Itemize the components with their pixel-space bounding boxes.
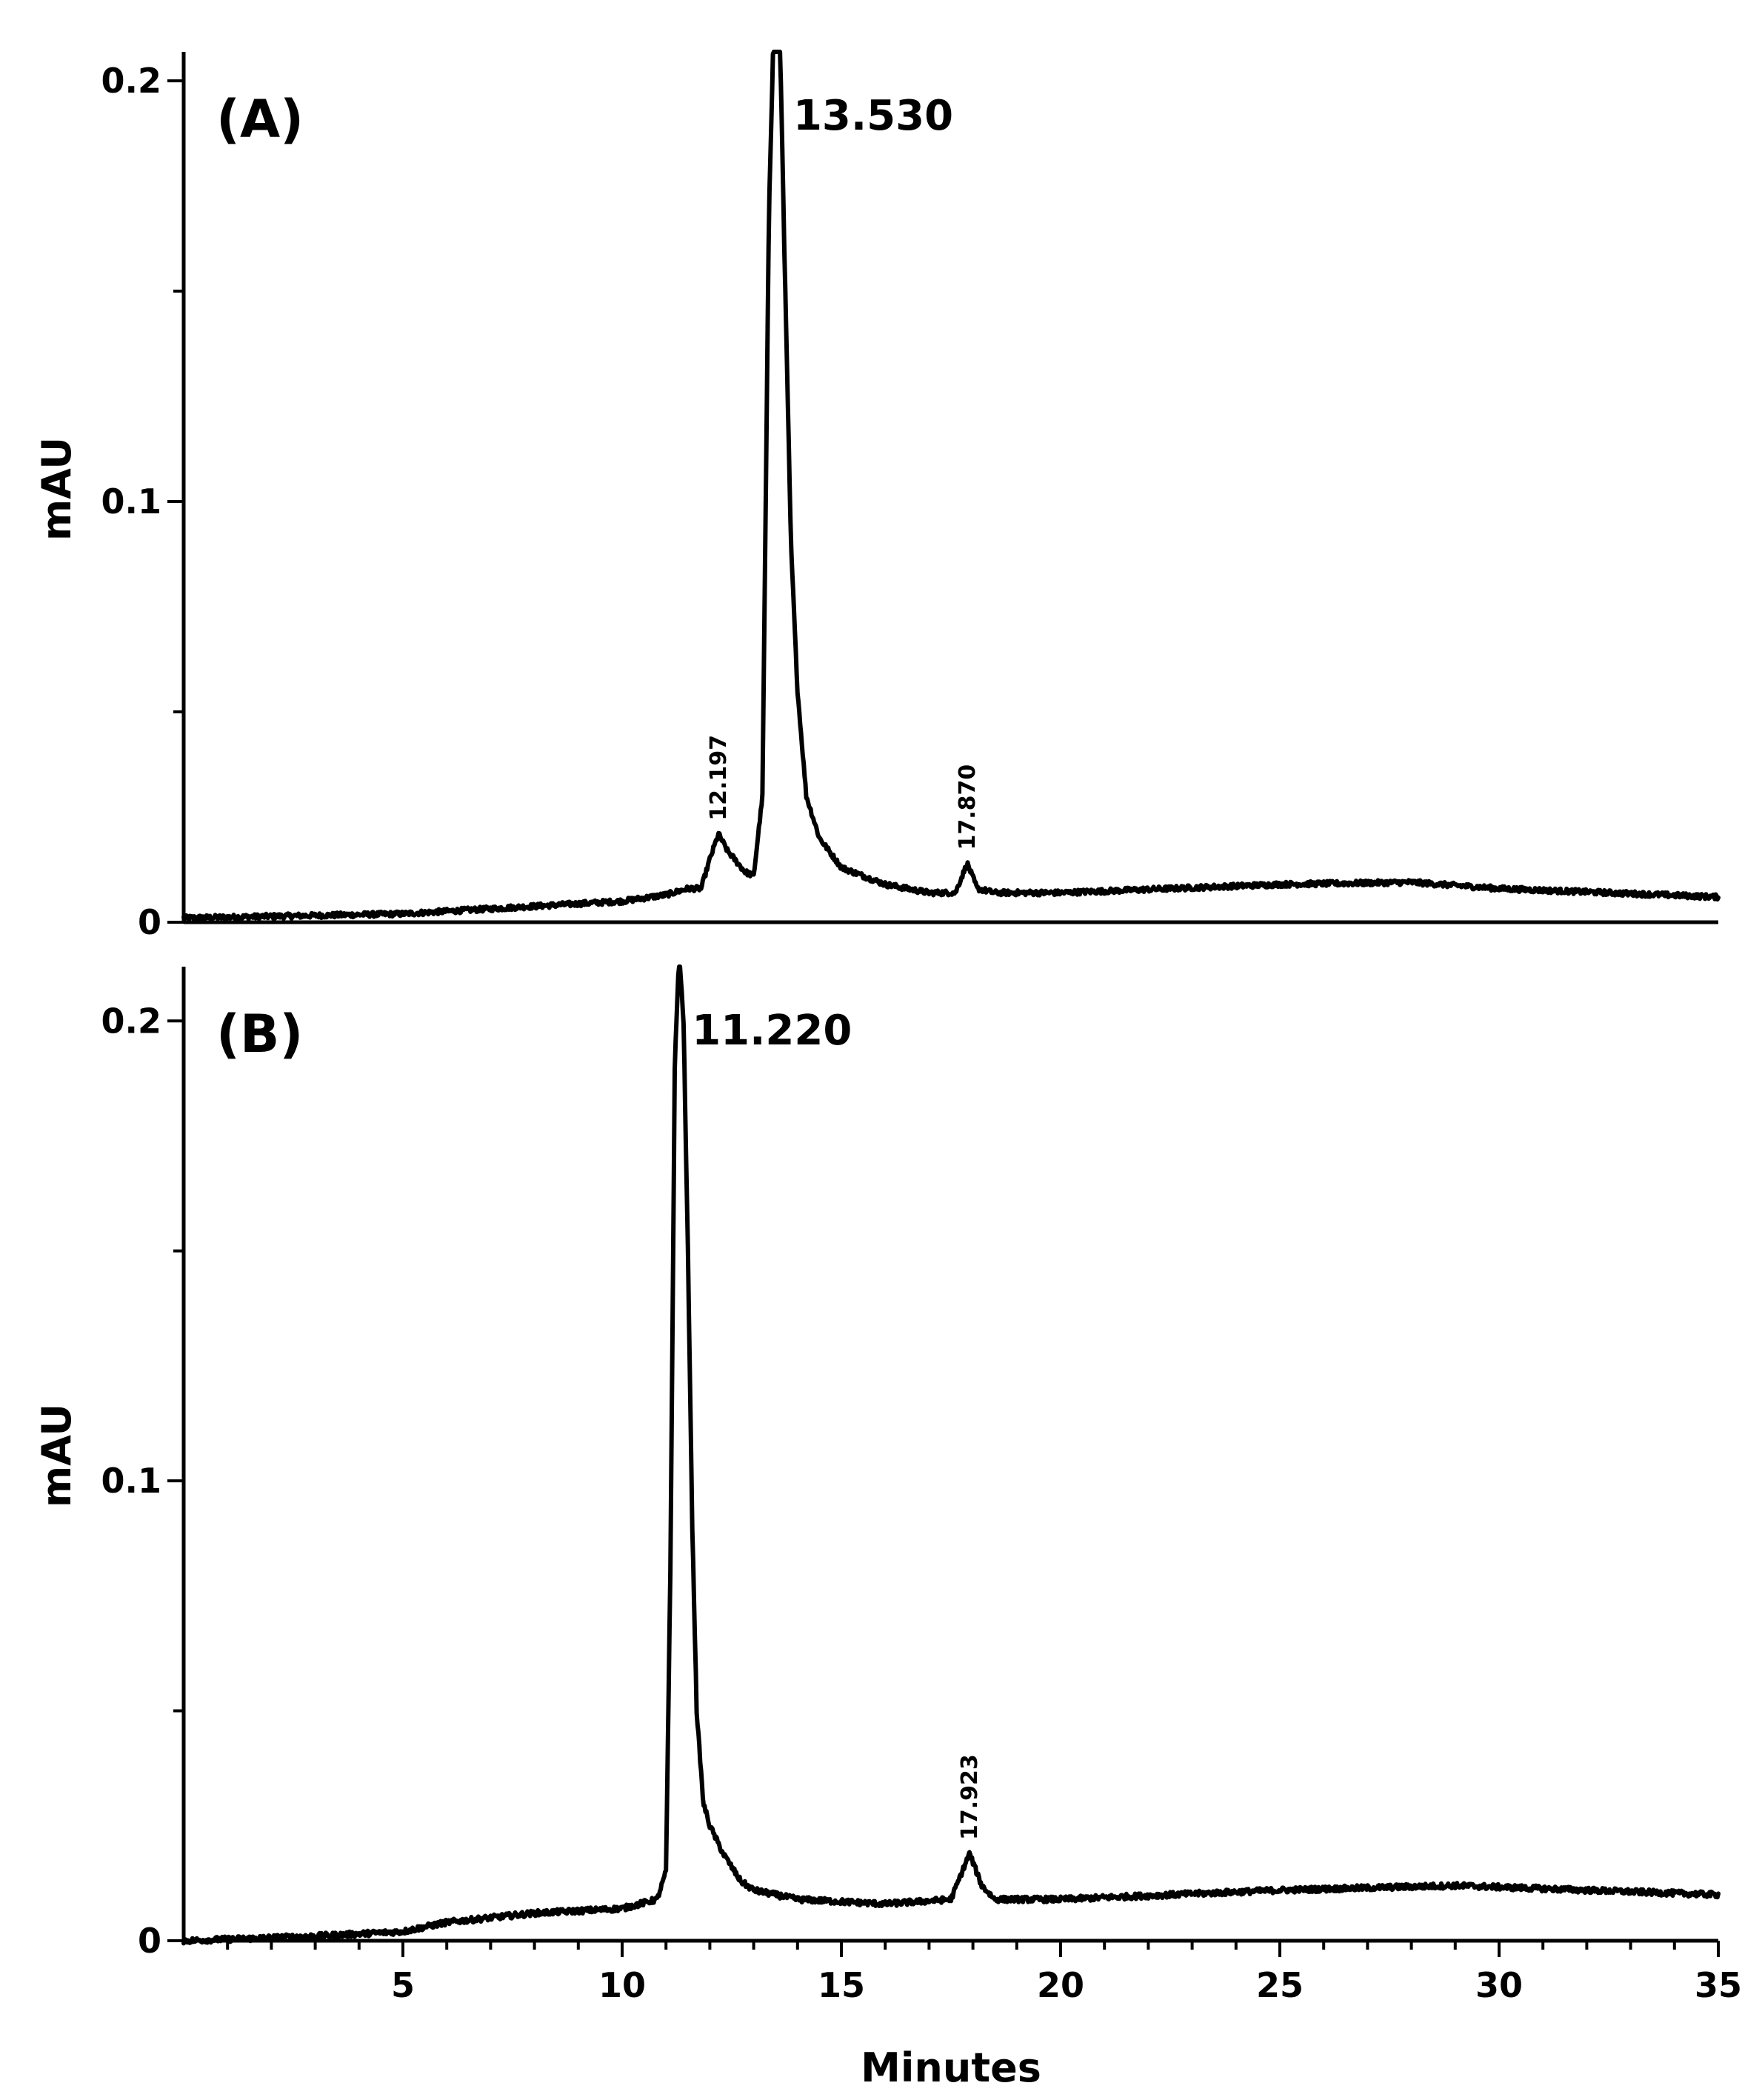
- panel-label-b: (B): [216, 1004, 303, 1064]
- trace-a: [181, 50, 1721, 922]
- x-axis-title: Minutes: [861, 2044, 1041, 2091]
- peak-label: 17.923: [957, 1754, 983, 1840]
- x-ticks-b: 5 10 15 20 25 30 35: [226, 1941, 1742, 2005]
- x-tick-label: 35: [1695, 1965, 1742, 2005]
- peak-label: 12.197: [706, 735, 732, 821]
- x-tick-label: 10: [598, 1965, 646, 2005]
- y-axis-title-a: mAU: [33, 437, 80, 541]
- y-tick-label: 0: [138, 1921, 161, 1961]
- x-tick-label: 20: [1037, 1965, 1084, 2005]
- x-tick-label: 25: [1256, 1965, 1304, 2005]
- chart-panel-b: 0 0.1 0.2 5 10 15 20 25 30 35 (B) mAU Minutes 11…: [33, 964, 1742, 2091]
- peak-label: 17.870: [955, 764, 981, 850]
- y-ticks-a: 0 0.1 0.2: [101, 61, 184, 942]
- peak-label: 13.530: [793, 92, 953, 140]
- panel-label-a: (A): [216, 89, 304, 150]
- trace-b: [181, 964, 1721, 1946]
- y-tick-label: 0.1: [101, 481, 162, 521]
- chart-panel-a: 0 0.1 0.2 (A) mAU 12.197 13.530 17.870: [33, 50, 1721, 942]
- y-tick-label: 0.2: [101, 1001, 162, 1041]
- y-tick-label: 0.1: [101, 1461, 162, 1501]
- x-tick-label: 30: [1475, 1965, 1523, 2005]
- peak-label: 11.220: [692, 1007, 852, 1055]
- x-tick-label: 15: [818, 1965, 865, 2005]
- peak-labels-a: 12.197 13.530 17.870: [706, 92, 981, 850]
- y-tick-label: 0: [138, 902, 161, 942]
- x-tick-label: 5: [391, 1965, 415, 2005]
- y-tick-label: 0.2: [101, 61, 162, 101]
- peak-labels-b: 11.220 17.923: [692, 1007, 983, 1840]
- y-axis-title-b: mAU: [33, 1404, 80, 1507]
- y-ticks-b: 0 0.1 0.2: [101, 1001, 184, 1961]
